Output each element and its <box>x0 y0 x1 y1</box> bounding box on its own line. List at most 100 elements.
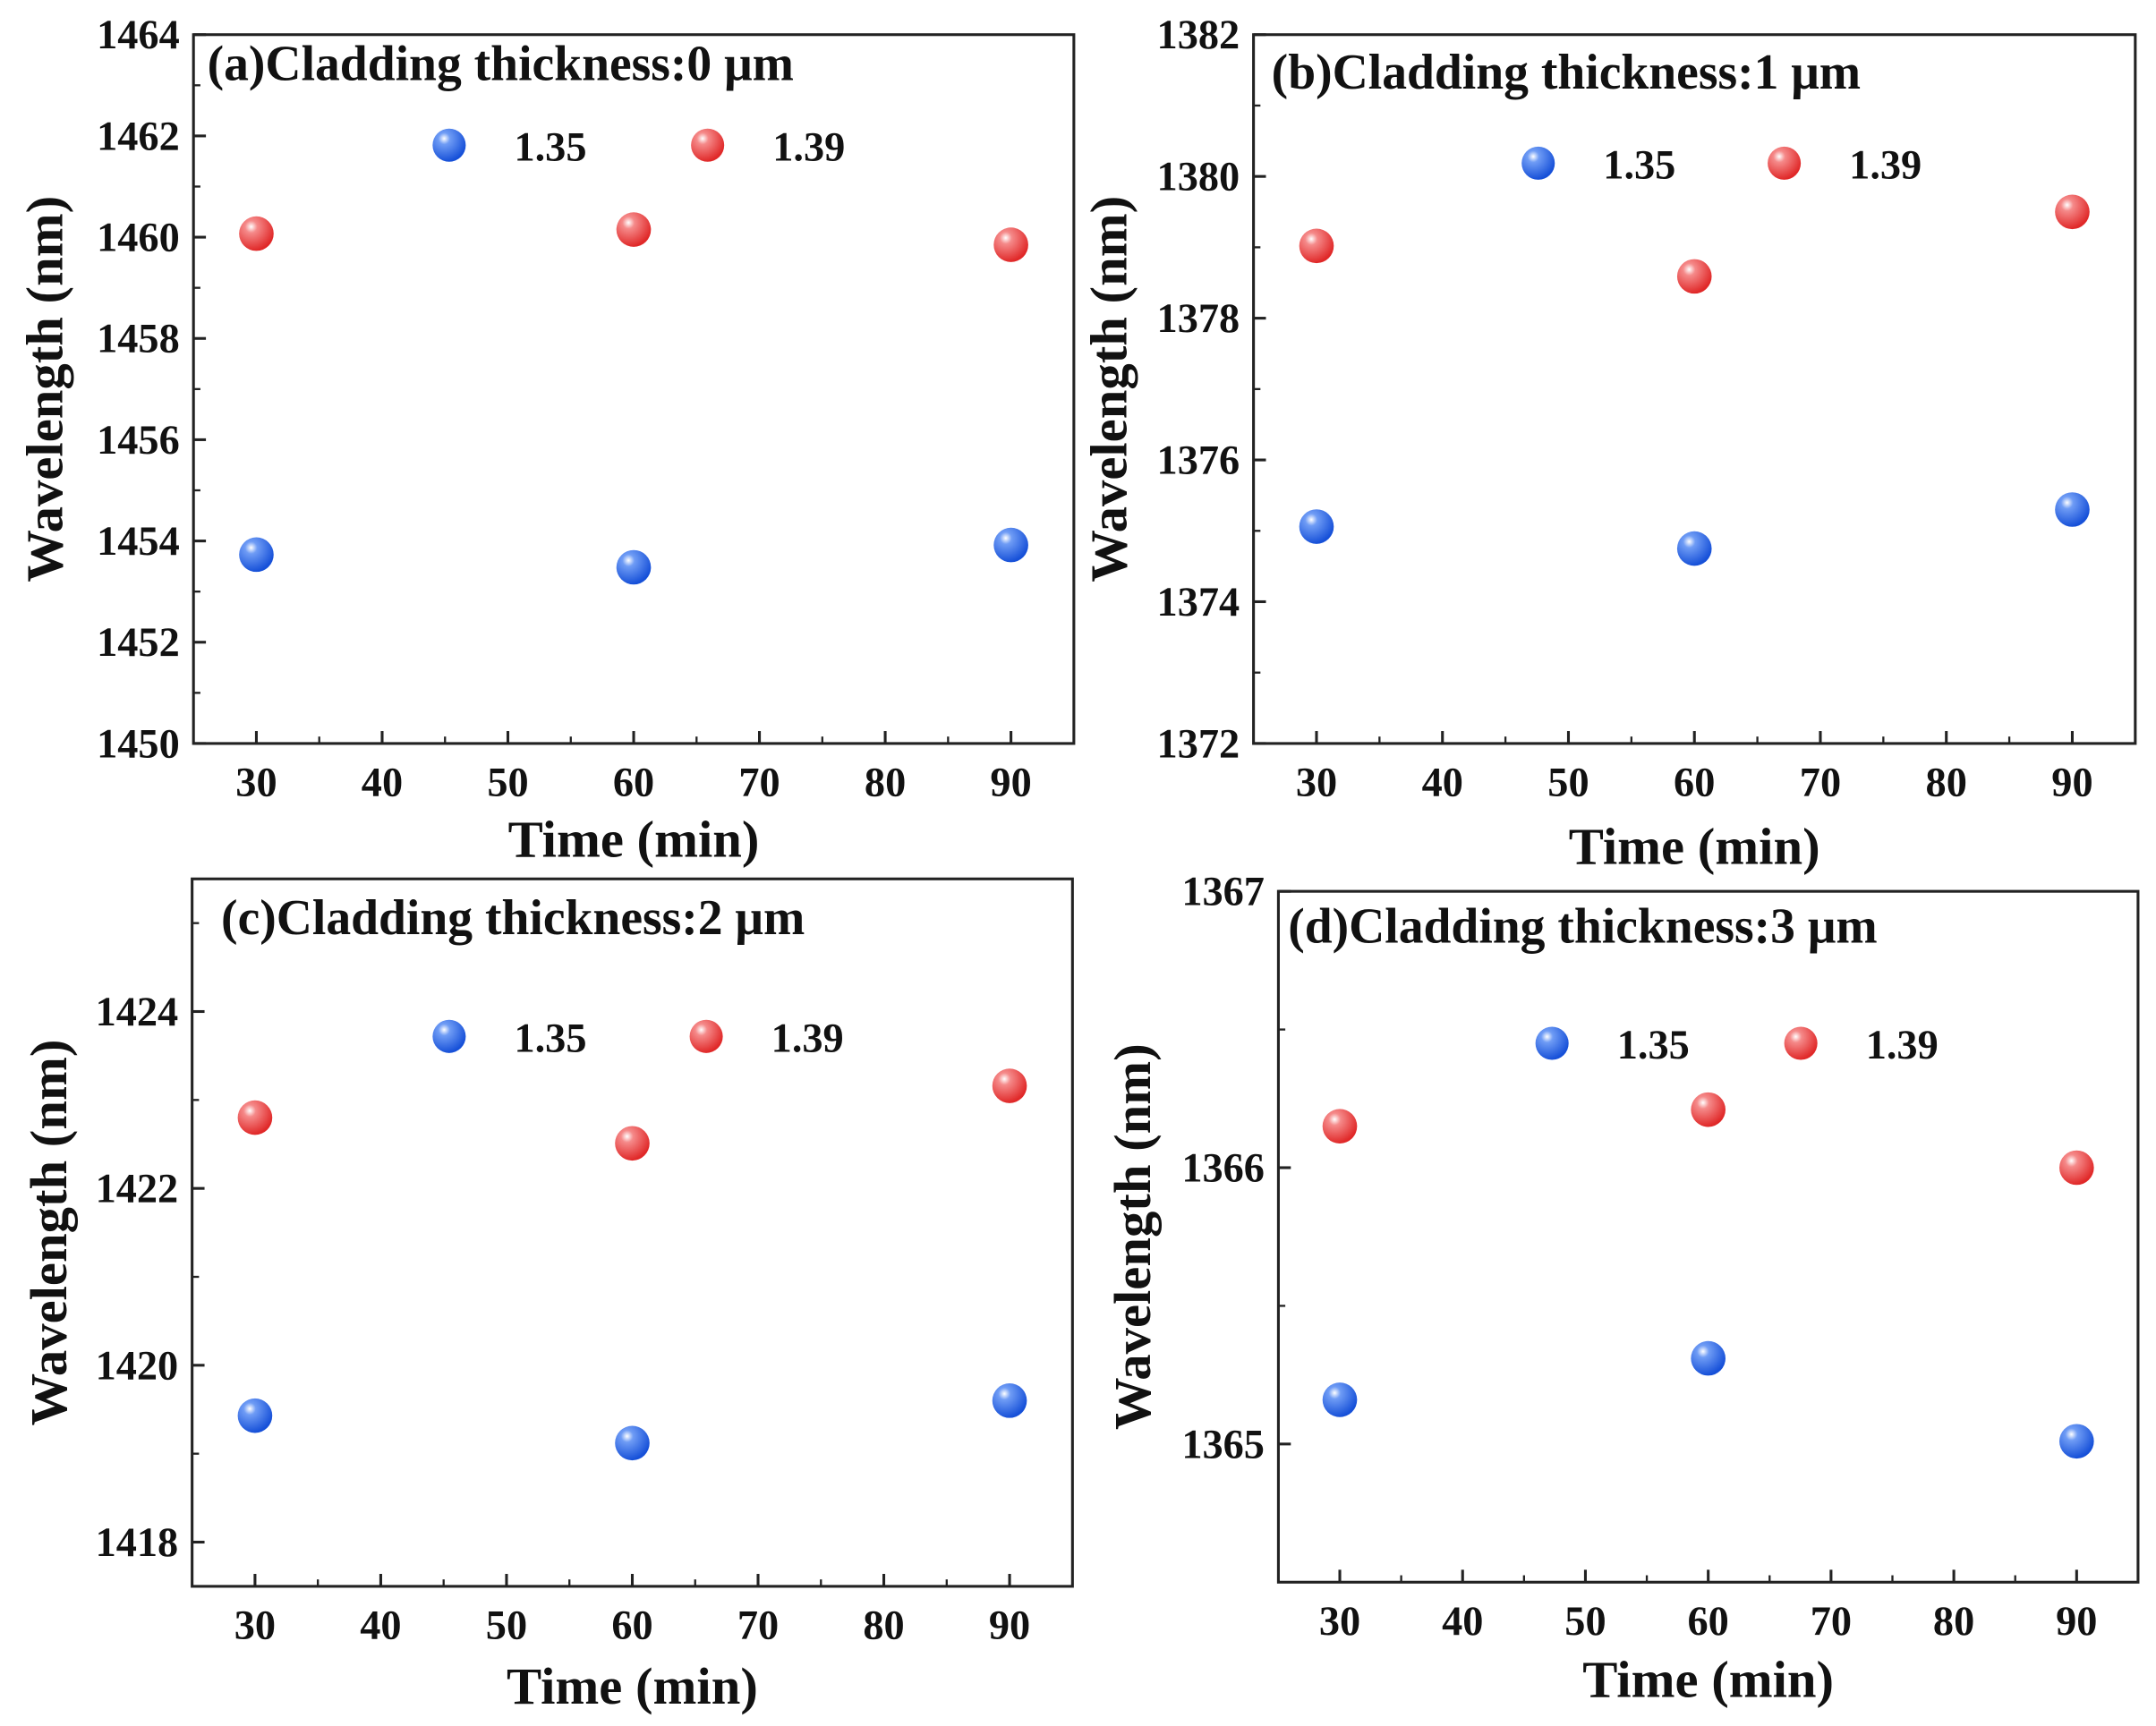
x-axis-label: Time (min) <box>1569 817 1820 875</box>
plot-frame <box>1252 33 2137 745</box>
data-point-1-35 <box>993 527 1028 563</box>
panel-a: 30 40 50 60 70 80 90 1450 1452 1454 1456 1458 1460 14… <box>15 13 1076 869</box>
y-tick-label: 1374 <box>1157 580 1240 625</box>
x-tick-label: 30 <box>234 1603 276 1649</box>
y-tick-label: 1366 <box>1181 1145 1265 1191</box>
y-tick-label: 1367 <box>1181 870 1265 915</box>
y-tick-label: 1456 <box>97 418 180 463</box>
data-point-1-35 <box>1676 531 1712 566</box>
x-tick-label: 70 <box>738 761 780 806</box>
plot-frame <box>1276 889 2140 1584</box>
plot-frame <box>192 33 1076 745</box>
x-tick-label: 80 <box>1926 761 1967 806</box>
legend-label: 1.35 <box>514 124 586 170</box>
x-tick-label: 40 <box>1422 761 1463 806</box>
data-point-1-35 <box>2055 492 2090 527</box>
x-tick-label: 70 <box>1811 1599 1852 1645</box>
x-tick-label: 30 <box>1319 1599 1360 1645</box>
y-tick-label: 1464 <box>97 13 180 58</box>
x-tick-label: 80 <box>1933 1599 1974 1645</box>
legend-marker-1-39 <box>1768 146 1802 180</box>
legend-label: 1.35 <box>1617 1023 1690 1068</box>
legend-label: 1.35 <box>1603 142 1675 188</box>
x-tick-label: 60 <box>613 761 654 806</box>
y-tick-label: 1380 <box>1157 155 1240 200</box>
x-tick-label: 30 <box>1296 761 1337 806</box>
y-tick-label: 1450 <box>97 721 180 767</box>
y-axis-label: Wavelength (nm) <box>20 1040 78 1426</box>
x-tick-label: 30 <box>235 761 277 806</box>
data-point-1-39 <box>239 216 274 251</box>
legend-label: 1.39 <box>771 1016 844 1061</box>
y-tick-label: 1422 <box>96 1167 179 1212</box>
x-tick-label: 90 <box>990 761 1031 806</box>
x-axis-label: Time (min) <box>507 1657 758 1715</box>
y-tick-label: 1454 <box>97 519 180 565</box>
x-tick-label: 90 <box>2051 761 2092 806</box>
data-point-1-35 <box>239 537 274 573</box>
panel-title: (d)Cladding thickness:3 μm <box>1288 898 1877 954</box>
data-point-1-35 <box>1691 1340 1726 1376</box>
panel-title: (a)Cladding thickness:0 μm <box>208 37 794 92</box>
legend-marker-1-35 <box>1535 1026 1569 1060</box>
y-tick-label: 1458 <box>97 317 180 362</box>
y-tick-label: 1452 <box>97 620 180 666</box>
x-tick-label: 40 <box>360 1603 401 1649</box>
panel-d: 30 40 50 60 70 80 90 1365 1366 1367 Time (min) Wave… <box>1104 870 2140 1708</box>
data-point-1-39 <box>1322 1109 1358 1144</box>
data-point-1-35 <box>1322 1382 1358 1417</box>
legend-marker-1-39 <box>689 1019 723 1053</box>
panel-b: 30 40 50 60 70 80 90 1372 1374 1376 1378 1380 1382 Ti… <box>1080 13 2137 875</box>
panel-c: 30 40 50 60 70 80 90 1418 1420 1422 1424 Time (min)… <box>20 877 1074 1715</box>
data-point-1-39 <box>615 1126 650 1161</box>
legend-marker-1-39 <box>1784 1026 1818 1060</box>
data-point-1-39 <box>993 227 1028 262</box>
y-tick-label: 1365 <box>1181 1422 1265 1467</box>
x-tick-label: 90 <box>2056 1599 2097 1645</box>
data-point-1-39 <box>1676 259 1712 294</box>
x-axis-label: Time (min) <box>1582 1650 1834 1708</box>
legend-label: 1.39 <box>1866 1023 1939 1068</box>
y-axis-label: Wavelength (nm) <box>1104 1043 1162 1430</box>
x-tick-label: 50 <box>1564 1599 1606 1645</box>
y-tick-label: 1424 <box>96 990 179 1035</box>
x-tick-label: 60 <box>611 1603 652 1649</box>
y-tick-label: 1418 <box>96 1520 179 1566</box>
y-tick-label: 1420 <box>96 1343 179 1389</box>
legend-label: 1.35 <box>514 1016 586 1061</box>
y-tick-label: 1378 <box>1157 296 1240 342</box>
x-tick-label: 50 <box>487 761 528 806</box>
legend-marker-1-35 <box>432 1019 466 1053</box>
y-axis-label: Wavelength (nm) <box>1080 196 1138 582</box>
x-tick-label: 40 <box>362 761 403 806</box>
data-point-1-39 <box>2055 194 2090 230</box>
x-tick-label: 50 <box>1547 761 1589 806</box>
data-point-1-39 <box>237 1100 273 1135</box>
data-point-1-39 <box>616 212 652 247</box>
panel-title: (c)Cladding thickness:2 μm <box>221 890 805 946</box>
data-point-1-39 <box>2059 1150 2094 1186</box>
legend-label: 1.39 <box>772 124 845 170</box>
data-point-1-35 <box>1299 509 1334 544</box>
x-tick-label: 60 <box>1674 761 1715 806</box>
data-point-1-35 <box>616 549 652 585</box>
y-tick-label: 1382 <box>1157 13 1240 58</box>
x-tick-label: 90 <box>989 1603 1030 1649</box>
data-point-1-35 <box>2059 1424 2094 1459</box>
x-tick-label: 80 <box>863 1603 904 1649</box>
y-axis-label: Wavelength (nm) <box>15 196 73 582</box>
plot-frame <box>191 877 1074 1588</box>
x-tick-label: 70 <box>737 1603 779 1649</box>
data-point-1-35 <box>615 1425 650 1461</box>
data-point-1-39 <box>1299 228 1334 264</box>
y-tick-label: 1376 <box>1157 438 1240 483</box>
x-tick-label: 80 <box>865 761 906 806</box>
y-tick-label: 1462 <box>97 114 180 159</box>
y-tick-label: 1372 <box>1157 721 1240 767</box>
data-point-1-35 <box>992 1383 1027 1418</box>
legend-marker-1-35 <box>432 128 466 162</box>
y-tick-label: 1460 <box>97 216 180 261</box>
legend-label: 1.39 <box>1849 142 1922 188</box>
data-point-1-39 <box>992 1068 1027 1103</box>
